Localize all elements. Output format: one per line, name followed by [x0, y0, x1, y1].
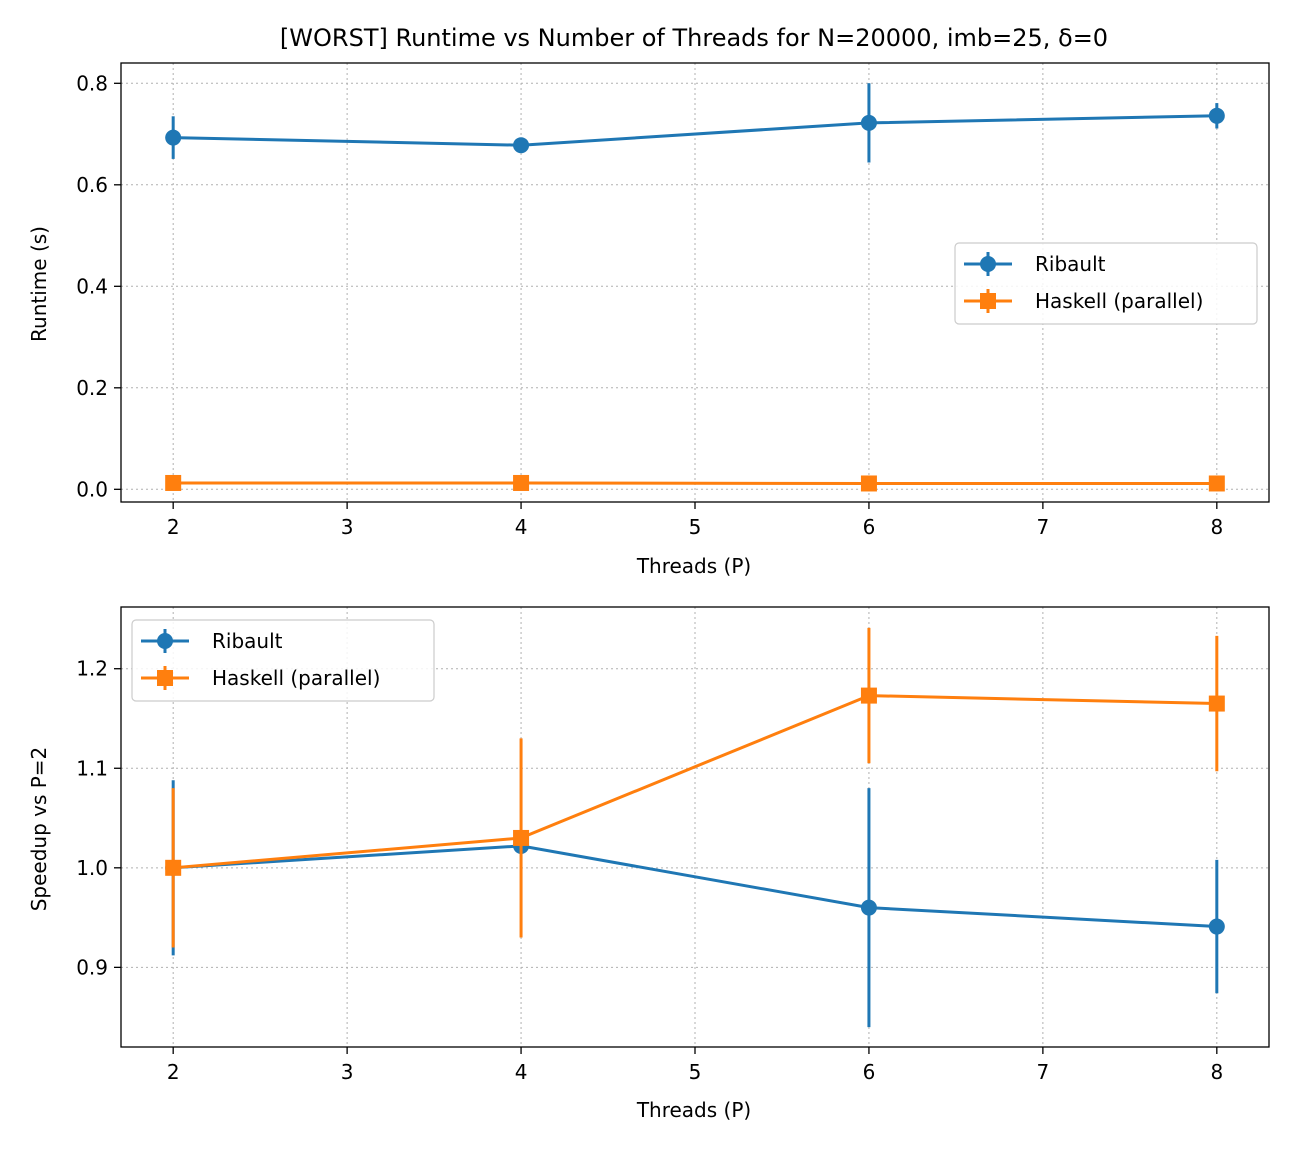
- runtime-series-ribault-point-2: [165, 129, 182, 146]
- speedup-x-tick-label-2: 2: [167, 1060, 180, 1084]
- speedup-x-tick-label-5: 5: [689, 1060, 702, 1084]
- speedup-y-tick-label-1: 1.0: [76, 856, 108, 880]
- speedup-series-haskell-point-4: [513, 829, 530, 846]
- runtime-series-ribault-line: [173, 114, 1217, 147]
- runtime-chart: [WORST] Runtime vs Number of Threads for…: [27, 24, 1270, 578]
- runtime-legend-label-ribault: Ribault: [1035, 252, 1106, 276]
- runtime-chart-x-label: Threads (P): [636, 554, 751, 578]
- speedup-chart-series: [165, 627, 1225, 1028]
- runtime-x-tick-label-7: 7: [1037, 515, 1050, 539]
- runtime-series-ribault: [165, 83, 1225, 163]
- speedup-x-tick-label-6: 6: [863, 1060, 876, 1084]
- speedup-legend-label-ribault: Ribault: [212, 629, 283, 653]
- speedup-chart: 2 3 4 5 6 7 8 0.9 1.0 1.1 1.2 Threads (P) Speedup…: [27, 606, 1270, 1122]
- speedup-chart-x-label: Threads (P): [636, 1098, 751, 1122]
- speedup-chart-legend: Ribault Haskell (parallel): [131, 619, 435, 702]
- speedup-series-haskell-point-8: [1208, 695, 1225, 712]
- runtime-x-tick-label-2: 2: [167, 515, 180, 539]
- runtime-legend-box: [954, 242, 1258, 325]
- speedup-series-ribault-point-6: [860, 899, 877, 916]
- runtime-y-tick-label-0: 0.0: [76, 477, 108, 501]
- runtime-series-haskell-point-2: [165, 474, 182, 491]
- runtime-series-haskell-line: [173, 481, 1217, 485]
- speedup-series-ribault-line: [173, 844, 1217, 929]
- runtime-series-ribault-point-8: [1208, 107, 1225, 124]
- speedup-legend-label-haskell: Haskell (parallel): [212, 666, 380, 690]
- runtime-series-ribault-point-4: [513, 137, 530, 154]
- runtime-chart-legend: Ribault Haskell (parallel): [954, 242, 1258, 325]
- speedup-x-tick-label-4: 4: [515, 1060, 528, 1084]
- speedup-y-tick-label-0: 0.9: [76, 955, 108, 979]
- runtime-x-tick-label-3: 3: [341, 515, 354, 539]
- runtime-chart-title: [WORST] Runtime vs Number of Threads for…: [280, 24, 1108, 52]
- runtime-x-tick-label-6: 6: [863, 515, 876, 539]
- speedup-y-tick-label-2: 1.1: [76, 756, 108, 780]
- runtime-legend-label-haskell: Haskell (parallel): [1035, 289, 1203, 313]
- runtime-y-tick-label-2: 0.4: [76, 274, 108, 298]
- speedup-x-tick-label-8: 8: [1210, 1060, 1223, 1084]
- speedup-chart-y-label: Speedup vs P=2: [27, 747, 51, 912]
- speedup-legend-box: [131, 619, 435, 702]
- speedup-series-haskell-line: [173, 694, 1217, 870]
- runtime-y-tick-label-3: 0.6: [76, 173, 108, 197]
- speedup-series-ribault-point-8: [1208, 918, 1225, 935]
- speedup-legend-entry-ribault: Ribault: [141, 629, 283, 653]
- runtime-y-tick-label-1: 0.2: [76, 376, 108, 400]
- speedup-chart-x-ticks: 2 3 4 5 6 7 8: [167, 1047, 1223, 1084]
- runtime-series-haskell-point-4: [513, 474, 530, 491]
- speedup-chart-y-ticks: 0.9 1.0 1.1 1.2: [76, 657, 121, 979]
- runtime-x-tick-label-8: 8: [1210, 515, 1223, 539]
- runtime-chart-y-label: Runtime (s): [27, 226, 51, 342]
- runtime-legend-entry-haskell: Haskell (parallel): [964, 289, 1203, 313]
- speedup-y-tick-label-3: 1.2: [76, 657, 108, 681]
- speedup-series-haskell-point-6: [860, 687, 877, 704]
- runtime-chart-x-ticks: 2 3 4 5 6 7 8: [167, 502, 1223, 539]
- runtime-series-haskell-point-6: [860, 475, 877, 492]
- speedup-x-tick-label-7: 7: [1037, 1060, 1050, 1084]
- speedup-series-haskell-point-2: [165, 859, 182, 876]
- runtime-series-ribault-point-6: [860, 114, 877, 131]
- runtime-chart-y-ticks: 0.0 0.2 0.4 0.6 0.8: [76, 71, 121, 501]
- runtime-legend-entry-ribault: Ribault: [964, 252, 1106, 276]
- runtime-x-tick-label-4: 4: [515, 515, 528, 539]
- runtime-x-tick-label-5: 5: [689, 515, 702, 539]
- runtime-series-haskell: [165, 474, 1225, 492]
- runtime-series-haskell-point-8: [1208, 475, 1225, 492]
- speedup-legend-entry-haskell: Haskell (parallel): [141, 666, 380, 690]
- runtime-y-tick-label-4: 0.8: [76, 71, 108, 95]
- speedup-series-haskell: [165, 627, 1225, 948]
- runtime-chart-series: [165, 83, 1225, 492]
- speedup-x-tick-label-3: 3: [341, 1060, 354, 1084]
